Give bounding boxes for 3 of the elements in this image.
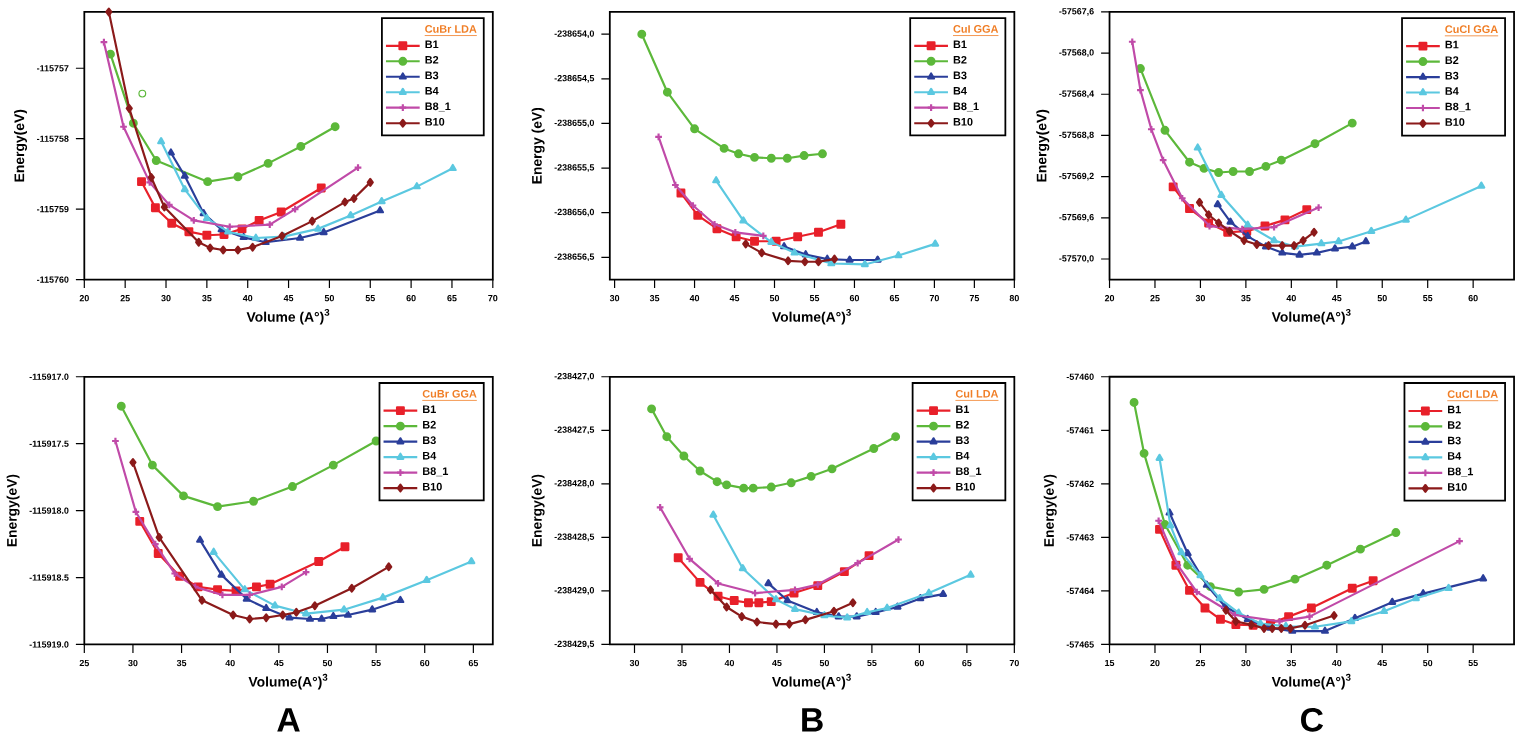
text: B [802, 708, 823, 732]
text: A [277, 708, 300, 732]
text: C [1301, 708, 1324, 732]
